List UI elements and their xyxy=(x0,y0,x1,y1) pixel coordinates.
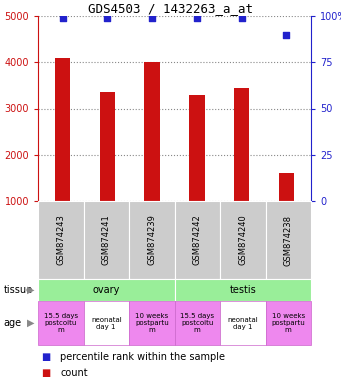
Point xyxy=(60,15,65,21)
Text: 10 weeks
postpartu
m: 10 weeks postpartu m xyxy=(135,313,169,333)
Text: 15.5 days
postcoitu
m: 15.5 days postcoitu m xyxy=(44,313,78,333)
Text: GSM874238: GSM874238 xyxy=(284,215,293,265)
Text: testis: testis xyxy=(229,285,256,295)
Text: ■: ■ xyxy=(41,352,51,362)
Text: GSM874242: GSM874242 xyxy=(193,215,202,265)
Text: 15.5 days
postcoitu
m: 15.5 days postcoitu m xyxy=(180,313,214,333)
Text: GSM874241: GSM874241 xyxy=(102,215,111,265)
Text: ▶: ▶ xyxy=(27,318,34,328)
Text: GSM874240: GSM874240 xyxy=(238,215,247,265)
Bar xyxy=(189,94,205,201)
Text: neonatal
day 1: neonatal day 1 xyxy=(91,316,122,329)
Text: ■: ■ xyxy=(41,368,51,378)
Point xyxy=(149,15,155,21)
Text: tissue: tissue xyxy=(3,285,32,295)
Point xyxy=(105,15,110,21)
Text: ▶: ▶ xyxy=(27,285,34,295)
Text: GDS4503 / 1432263_a_at: GDS4503 / 1432263_a_at xyxy=(88,2,253,15)
Text: ovary: ovary xyxy=(92,285,120,295)
Text: percentile rank within the sample: percentile rank within the sample xyxy=(60,352,225,362)
Bar xyxy=(144,62,160,201)
Text: GSM874243: GSM874243 xyxy=(56,215,65,265)
Point xyxy=(284,31,289,38)
Point xyxy=(194,15,199,21)
Text: GSM874239: GSM874239 xyxy=(147,215,156,265)
Bar xyxy=(234,88,250,201)
Bar xyxy=(279,173,294,201)
Point xyxy=(239,15,244,21)
Text: count: count xyxy=(60,368,88,378)
Text: 10 weeks
postpartu
m: 10 weeks postpartu m xyxy=(271,313,305,333)
Bar xyxy=(100,92,115,201)
Bar xyxy=(55,58,71,201)
Text: age: age xyxy=(3,318,21,328)
Text: neonatal
day 1: neonatal day 1 xyxy=(227,316,258,329)
